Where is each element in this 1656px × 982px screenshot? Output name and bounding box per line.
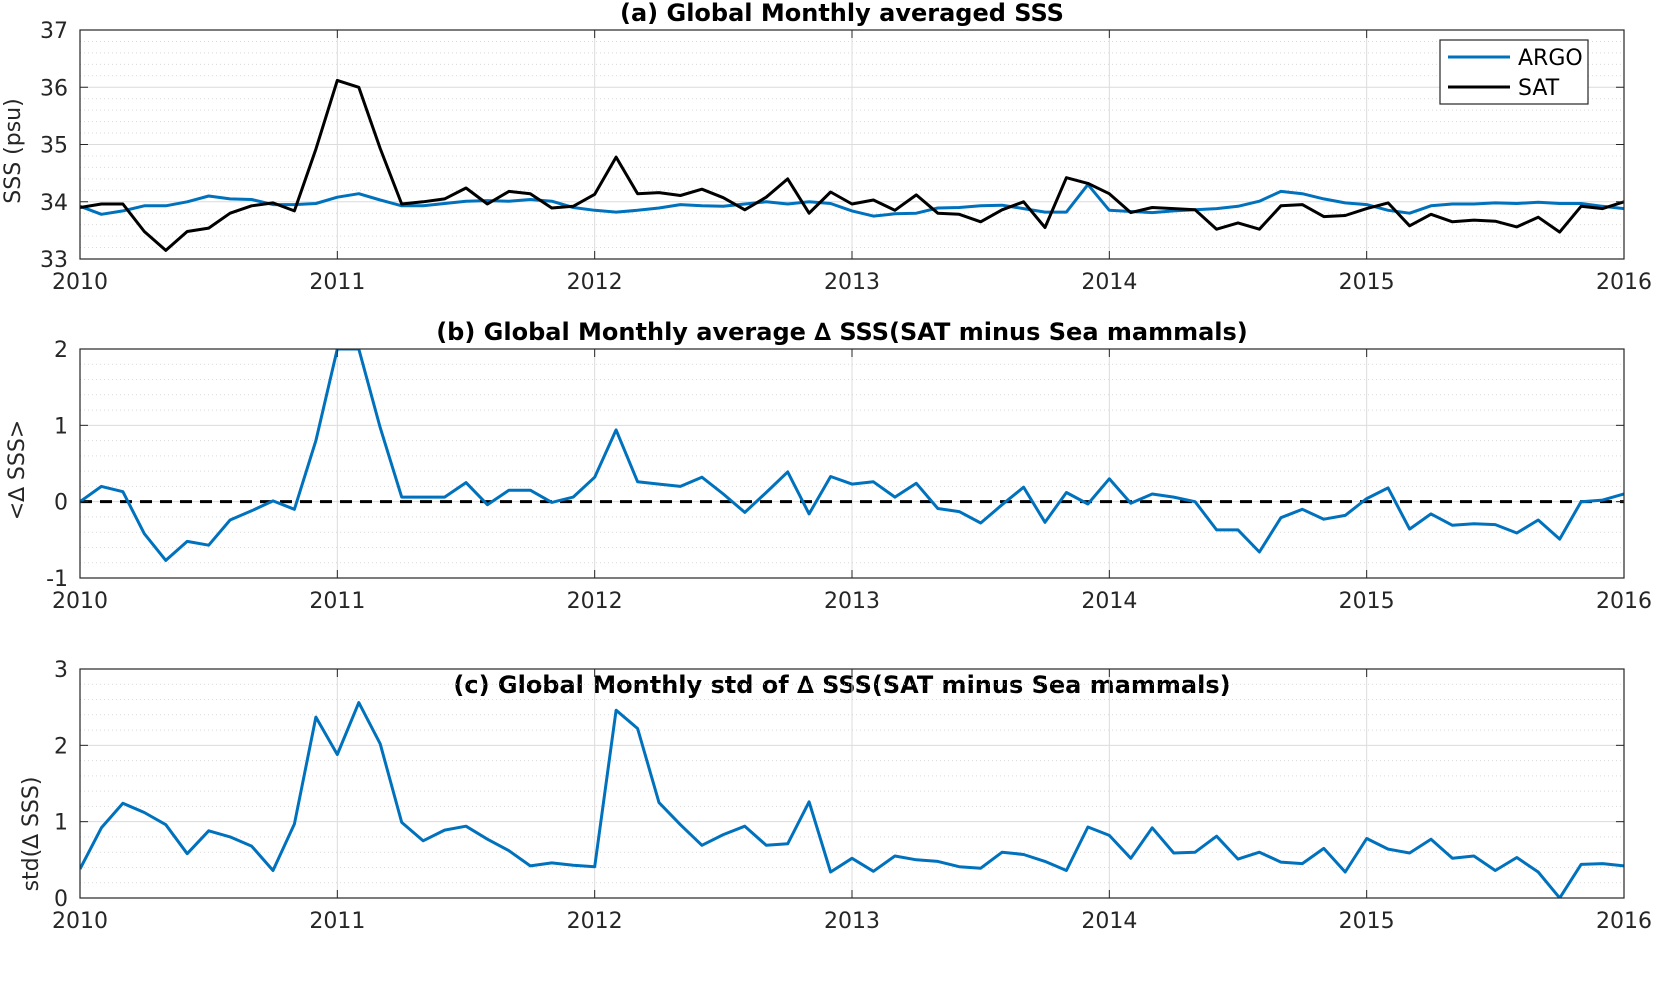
x-tick-label: 2011 xyxy=(309,270,365,295)
x-tick-label: 2010 xyxy=(52,909,108,934)
series-line-delta-sss xyxy=(80,701,1624,898)
y-tick-label: 37 xyxy=(40,19,68,44)
y-tick-label: 33 xyxy=(40,248,68,273)
y-tick-label: 36 xyxy=(40,76,68,101)
y-tick-label: -1 xyxy=(46,567,68,592)
series-line-sat xyxy=(80,78,1624,252)
y-tick-label: 0 xyxy=(54,491,68,516)
x-tick-label: 2016 xyxy=(1596,909,1652,934)
y-tick-label: 3 xyxy=(54,658,68,683)
x-tick-label: 2013 xyxy=(824,589,880,614)
x-tick-label: 2015 xyxy=(1339,270,1395,295)
x-tick-label: 2010 xyxy=(52,270,108,295)
panel-c: (c) Global Monthly std of ∆ SSS(SAT minu… xyxy=(19,658,1652,934)
y-axis-label: SSS (psu) xyxy=(1,98,26,203)
legend-box xyxy=(1439,39,1589,105)
y-tick-label: 2 xyxy=(54,338,68,363)
y-tick-label: 34 xyxy=(40,191,68,216)
panel-b: (b) Global Monthly average ∆ SSS(SAT min… xyxy=(5,318,1652,614)
y-axis-label: std(∆ SSS) xyxy=(19,777,44,892)
x-tick-label: 2015 xyxy=(1339,909,1395,934)
x-tick-label: 2013 xyxy=(824,270,880,295)
panel-title: (a) Global Monthly averaged SSS xyxy=(620,0,1064,27)
legend-label-sat: SAT xyxy=(1518,76,1560,101)
x-tick-label: 2012 xyxy=(567,270,623,295)
x-tick-label: 2011 xyxy=(309,589,365,614)
y-axis-label: <∆ SSS> xyxy=(5,420,30,520)
legend-label-argo: ARGO xyxy=(1518,46,1583,71)
panel-title: (c) Global Monthly std of ∆ SSS(SAT minu… xyxy=(453,671,1230,699)
x-tick-label: 2016 xyxy=(1596,270,1652,295)
y-tick-label: 2 xyxy=(54,734,68,759)
panel-a: (a) Global Monthly averaged SSS SSS (psu… xyxy=(1,0,1652,295)
x-tick-label: 2012 xyxy=(567,909,623,934)
y-tick-label: 0 xyxy=(54,887,68,912)
y-tick-label: 1 xyxy=(54,414,68,439)
series-line-argo xyxy=(80,183,1624,218)
x-tick-label: 2010 xyxy=(52,589,108,614)
x-tick-label: 2013 xyxy=(824,909,880,934)
x-tick-label: 2014 xyxy=(1081,909,1137,934)
panel-title: (b) Global Monthly average ∆ SSS(SAT min… xyxy=(436,318,1248,346)
series-line-delta-sss xyxy=(80,349,1624,562)
x-tick-label: 2016 xyxy=(1596,589,1652,614)
y-tick-label: 1 xyxy=(54,811,68,836)
y-tick-label: 35 xyxy=(40,134,68,159)
x-tick-label: 2012 xyxy=(567,589,623,614)
x-tick-label: 2014 xyxy=(1081,589,1137,614)
x-tick-label: 2015 xyxy=(1339,589,1395,614)
x-tick-label: 2014 xyxy=(1081,270,1137,295)
x-tick-label: 2011 xyxy=(309,909,365,934)
